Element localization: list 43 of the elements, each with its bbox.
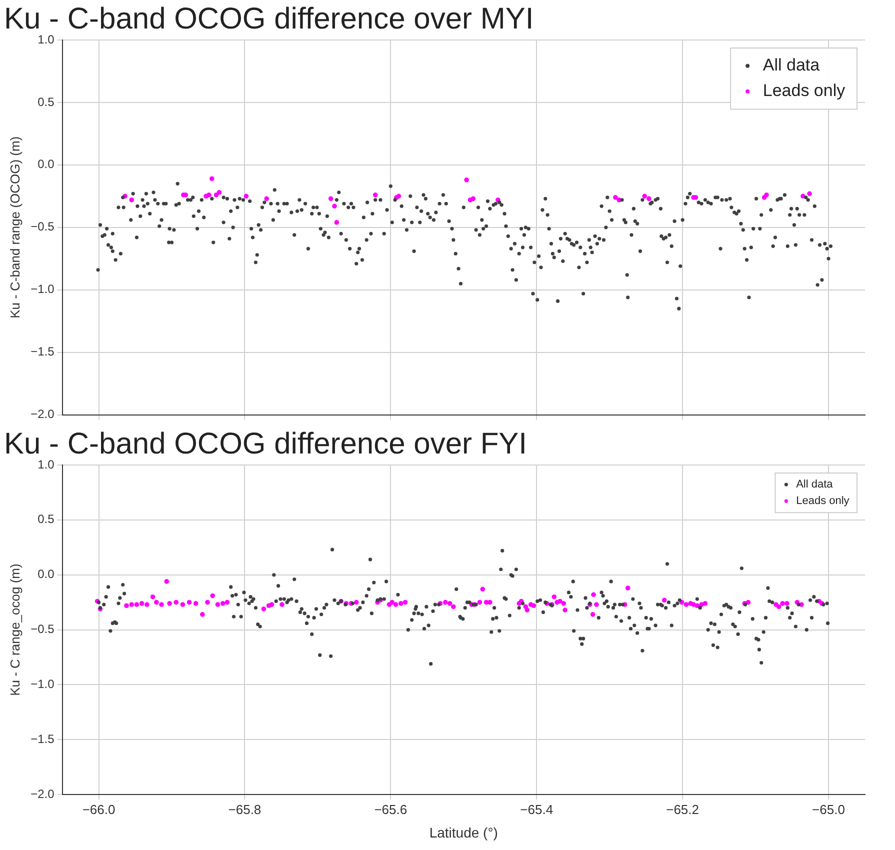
x-tick-label: −65.0 xyxy=(812,802,845,817)
y-tick-label: −0.5 xyxy=(30,622,55,636)
y-tick-label: −1.0 xyxy=(30,677,55,692)
point xyxy=(464,178,469,182)
legend-label: All data xyxy=(762,56,820,75)
point xyxy=(334,220,340,225)
x-axis-title: Latitude (°) xyxy=(429,824,498,840)
point xyxy=(646,196,652,202)
legend-label: All data xyxy=(796,478,834,491)
point xyxy=(470,196,476,202)
point xyxy=(328,196,334,202)
y-axis-title: Ku - C range_ocog (m) xyxy=(7,564,22,696)
x-tick-label: −65.6 xyxy=(374,802,408,817)
legend-label: Leads only xyxy=(796,495,850,508)
x-tick-label: −65.2 xyxy=(666,802,700,817)
y-tick-label: −2.0 xyxy=(30,407,55,422)
x-tick-label: −65.4 xyxy=(520,802,554,817)
y-tick-label: −0.5 xyxy=(30,220,55,234)
point xyxy=(613,195,618,200)
legend-label: Leads only xyxy=(762,81,846,100)
point xyxy=(129,198,134,202)
point xyxy=(206,192,212,198)
point xyxy=(396,194,402,199)
y-tick-label: −1.5 xyxy=(30,344,55,359)
point xyxy=(332,204,337,209)
y-tick-label: −1.0 xyxy=(30,282,55,296)
point xyxy=(807,191,812,196)
point xyxy=(372,192,378,198)
point xyxy=(264,196,270,202)
y-tick-label: −1.5 xyxy=(30,732,55,746)
point xyxy=(216,190,222,195)
point xyxy=(209,176,214,182)
y-tick-label: −2.0 xyxy=(30,786,55,801)
point xyxy=(764,192,769,198)
point xyxy=(642,194,648,199)
y-tick-label: 0.0 xyxy=(38,157,55,172)
y-tick-label: 0.5 xyxy=(38,94,55,109)
y-axis-title: Ku - C-band range (OCOG) (m) xyxy=(7,136,22,318)
x-tick-label: −66.0 xyxy=(82,802,116,817)
y-tick-label: 0.0 xyxy=(38,567,55,582)
y-tick-label: 0.5 xyxy=(38,512,55,526)
point xyxy=(244,194,249,199)
x-tick-label: −65.8 xyxy=(228,802,262,817)
